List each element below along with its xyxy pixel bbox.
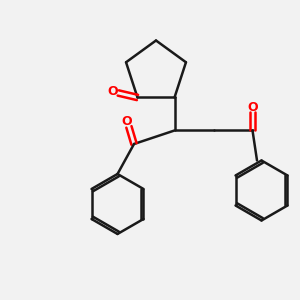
Text: O: O [247, 100, 258, 114]
Text: O: O [121, 115, 132, 128]
Text: O: O [108, 85, 118, 98]
